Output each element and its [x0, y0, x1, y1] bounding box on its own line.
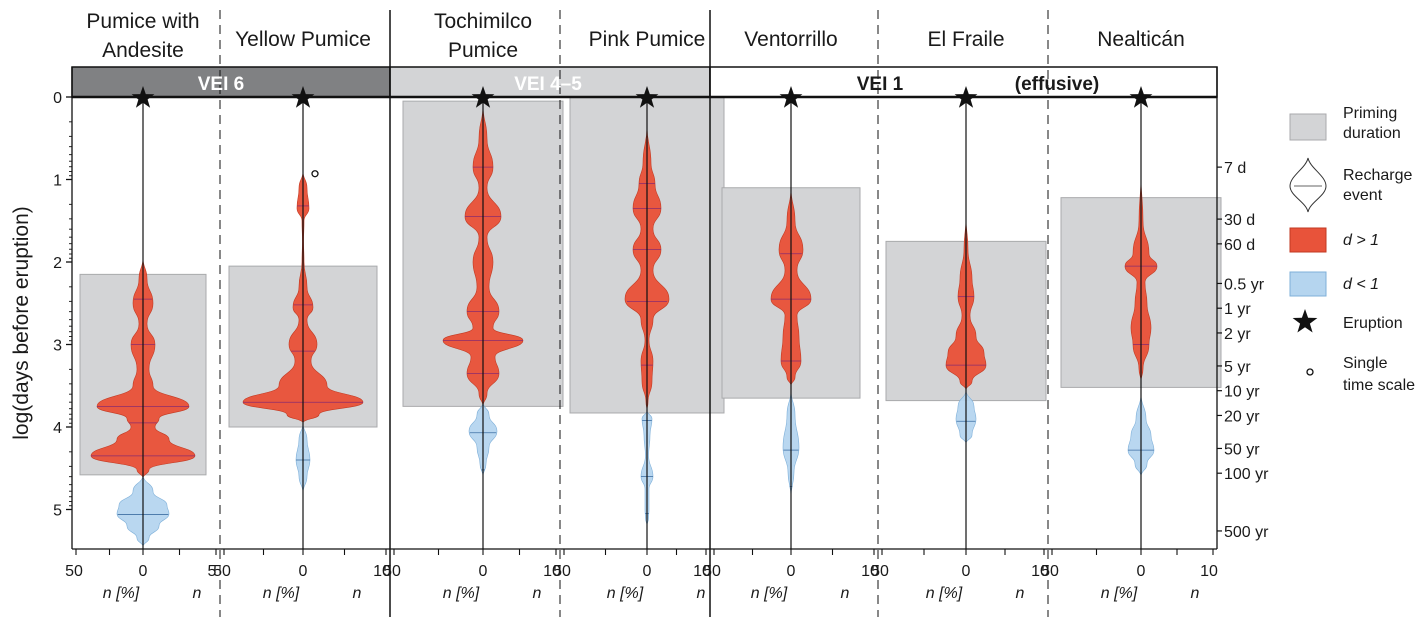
y-axis-label: log(days before eruption) [10, 206, 33, 439]
time-tick-label: 5 yr [1224, 359, 1251, 376]
legend-single-icon [1306, 368, 1314, 376]
x-tick-label: 50 [213, 563, 231, 580]
legend-d-lt-swatch [1289, 271, 1327, 297]
y-tick-label: 5 [53, 503, 62, 520]
legend-single-label: time scale [1343, 377, 1415, 394]
x-tick-label: 0 [787, 563, 796, 580]
x-tick-label: 50 [65, 563, 83, 580]
time-tick-label: 20 yr [1224, 408, 1260, 425]
x-tick-label: 0 [962, 563, 971, 580]
time-tick-label: 100 yr [1224, 466, 1269, 483]
legend-priming-label: duration [1343, 125, 1401, 142]
x-tick-label: 50 [383, 563, 401, 580]
y-tick-label: 1 [53, 173, 62, 190]
legend-recharge-icon [1289, 157, 1327, 213]
legend-recharge-label: event [1343, 187, 1383, 204]
legend-priming-label: Priming [1343, 105, 1397, 122]
x-axis-label-right: n [193, 585, 202, 602]
legend-eruption-label: Eruption [1343, 315, 1403, 332]
x-tick-label: 10 [693, 563, 711, 580]
time-tick-label: 0.5 yr [1224, 276, 1265, 293]
panel-title: Pumice [448, 39, 518, 62]
legend-d-gt-swatch [1289, 227, 1327, 253]
panel-title: El Fraile [927, 28, 1004, 51]
vei-band [709, 66, 1218, 98]
time-tick-label: 500 yr [1224, 524, 1269, 541]
x-axis-label-left: n [%] [263, 585, 300, 602]
x-axis-label-right: n [1191, 585, 1200, 602]
x-axis-label-right: n [533, 585, 542, 602]
eruption-star-icon [635, 86, 659, 108]
legend-d-lt-label: d < 1 [1343, 276, 1379, 293]
time-tick-label: 60 d [1224, 237, 1255, 254]
vei-band [71, 66, 391, 98]
legend-recharge-label: Recharge [1343, 167, 1412, 184]
time-tick-label: 10 yr [1224, 384, 1260, 401]
x-tick-label: 50 [871, 563, 889, 580]
frame-layer [66, 10, 1222, 617]
legend-eruption-icon [1292, 309, 1318, 333]
x-axis-label-left: n [%] [443, 585, 480, 602]
time-tick-label: 50 yr [1224, 441, 1260, 458]
x-axis-label-right: n [697, 585, 706, 602]
x-tick-label: 0 [479, 563, 488, 580]
eruption-star-icon [1129, 86, 1153, 108]
x-axis-label-left: n [%] [926, 585, 963, 602]
time-tick-label: 30 d [1224, 212, 1255, 229]
x-tick-label: 5 [208, 563, 217, 580]
legend-priming-swatch [1289, 113, 1327, 141]
text-layer: 0 1 2 3 4 5 log(days before eruption) 7 d 30 d 60… [10, 10, 1269, 602]
eruption-star-icon [291, 86, 315, 108]
panel-title: Andesite [102, 39, 184, 62]
panel-title: Pumice with [86, 10, 199, 33]
x-axis-label-right: n [841, 585, 850, 602]
x-tick-label: 0 [299, 563, 308, 580]
x-tick-label: 10 [543, 563, 561, 580]
x-axis-label-left: n [%] [1101, 585, 1138, 602]
x-tick-label: 10 [1200, 563, 1218, 580]
x-axis-label-left: n [%] [607, 585, 644, 602]
x-axis-label-right: n [353, 585, 362, 602]
x-tick-label: 10 [373, 563, 391, 580]
x-axis-label-left: n [%] [103, 585, 140, 602]
y-tick-label: 2 [53, 255, 62, 272]
eruption-star-icon [131, 86, 155, 108]
group-label: VEI 4–5 [514, 74, 582, 95]
panel-title: Pink Pumice [589, 28, 706, 51]
group-label-extra: (effusive) [1015, 74, 1099, 95]
eruption-star-icon [471, 86, 495, 108]
eruption-star-icon [779, 86, 803, 108]
group-label: VEI 6 [198, 74, 244, 95]
x-tick-label: 10 [1031, 563, 1049, 580]
legend-d-gt-label: d > 1 [1343, 232, 1379, 249]
panel-title: Ventorrillo [744, 28, 837, 51]
x-tick-label: 50 [553, 563, 571, 580]
x-tick-label: 50 [703, 563, 721, 580]
x-tick-label: 50 [1041, 563, 1059, 580]
panel-title: Nealticán [1097, 28, 1185, 51]
x-tick-label: 0 [139, 563, 148, 580]
legend-single-label: Single [1343, 355, 1388, 372]
single-time-scale-marker [311, 170, 319, 178]
x-tick-label: 10 [861, 563, 879, 580]
group-label: VEI 1 [857, 74, 904, 95]
x-tick-label: 0 [1137, 563, 1146, 580]
y-tick-label: 4 [53, 420, 62, 437]
x-axis-label-left: n [%] [751, 585, 788, 602]
time-tick-label: 1 yr [1224, 301, 1251, 318]
panel-title: Tochimilco [434, 10, 532, 33]
eruption-star-icon [954, 86, 978, 108]
y-tick-label: 3 [53, 338, 62, 355]
time-tick-label: 7 d [1224, 160, 1246, 177]
x-axis-label-right: n [1016, 585, 1025, 602]
legend: Priming duration Recharge event d > 1 d < 1 Er… [1289, 105, 1415, 394]
panel-title: Yellow Pumice [235, 28, 371, 51]
y-tick-label: 0 [53, 90, 62, 107]
x-tick-label: 0 [643, 563, 652, 580]
time-tick-label: 2 yr [1224, 326, 1251, 343]
